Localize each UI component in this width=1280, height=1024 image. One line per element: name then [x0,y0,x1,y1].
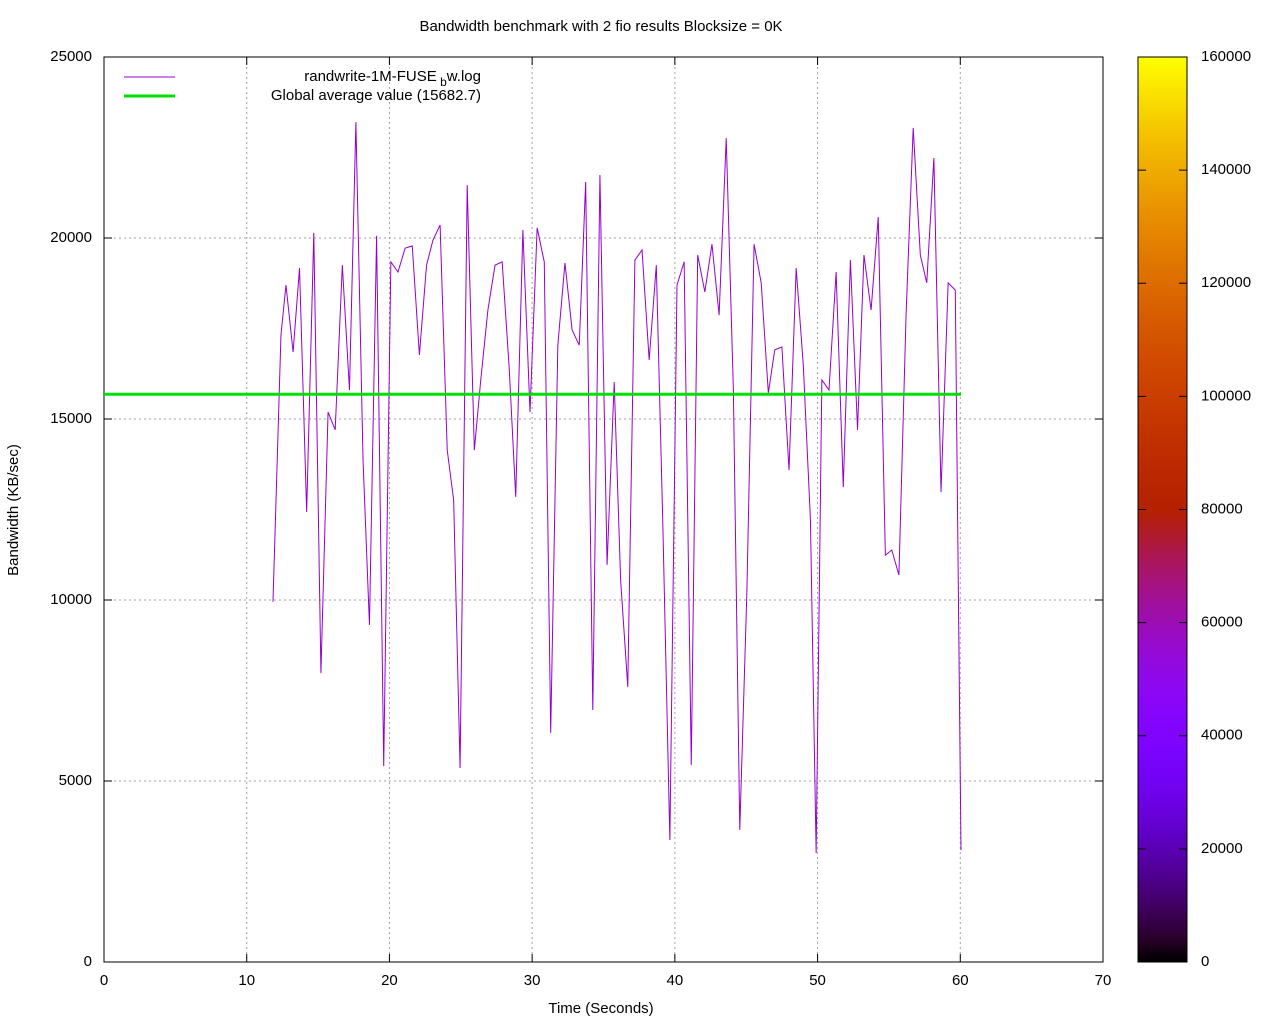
y-tick-label: 10000 [50,591,92,608]
colorbar-tick-label: 0 [1201,953,1209,970]
x-tick-label: 20 [381,972,398,989]
colorbar-tick-label: 20000 [1201,840,1243,857]
colorbar-tick-label: 40000 [1201,727,1243,744]
y-tick-label: 20000 [50,229,92,246]
colorbar-tick-label: 100000 [1201,387,1251,404]
legend-label: Global average value (15682.7) [271,87,481,104]
x-tick-label: 0 [100,972,108,989]
y-tick-label: 5000 [59,772,92,789]
colorbar-tick-label: 60000 [1201,614,1243,631]
y-tick-label: 25000 [50,48,92,65]
colorbar [1137,56,1188,963]
x-tick-label: 60 [952,972,969,989]
y-tick-label: 0 [84,953,92,970]
chart-title: Bandwidth benchmark with 2 fio results B… [419,18,782,35]
colorbar-tick-label: 120000 [1201,274,1251,291]
x-tick-label: 30 [524,972,541,989]
colorbar-tick-label: 160000 [1201,48,1251,65]
colorbar-tick-label: 140000 [1201,161,1251,178]
data-line [272,122,962,854]
x-tick-label: 50 [809,972,826,989]
x-tick-label: 10 [238,972,255,989]
x-axis-label: Time (Seconds) [548,1000,653,1017]
colorbar-tick-label: 80000 [1201,500,1243,517]
legend-label: randwrite-1M-FUSE bw.log [304,68,481,89]
y-axis-label: Bandwidth (KB/sec) [5,444,22,576]
x-tick-label: 40 [667,972,684,989]
y-tick-label: 15000 [50,410,92,427]
plot-frame [103,56,1104,963]
x-tick-label: 70 [1095,972,1112,989]
